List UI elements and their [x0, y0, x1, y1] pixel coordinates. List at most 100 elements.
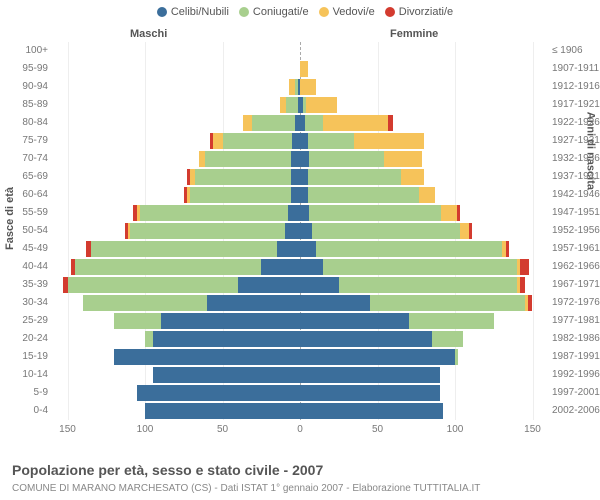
bar-segment-male — [161, 313, 301, 329]
age-label: 20-24 — [0, 330, 48, 348]
age-row: 70-741932-1936 — [52, 150, 548, 168]
bar-segment-female — [300, 79, 316, 95]
birth-label: 1932-1936 — [552, 150, 600, 168]
x-axis: 15010050050100150 — [52, 424, 548, 438]
age-label: 5-9 — [0, 384, 48, 402]
age-row: 35-391967-1971 — [52, 276, 548, 294]
bar-segment-female — [506, 241, 509, 257]
bar-segment-male — [195, 169, 291, 185]
birth-label: 1977-1981 — [552, 312, 600, 330]
bar-segment-female — [460, 223, 469, 239]
bar-segment-male — [137, 385, 300, 401]
legend-label: Divorziati/e — [399, 6, 453, 18]
bar-segment-female — [300, 367, 440, 383]
bar-segment-female — [312, 223, 459, 239]
age-row: 100+≤ 1906 — [52, 42, 548, 60]
bar-segment-female — [300, 241, 316, 257]
bar-segment-female — [354, 133, 424, 149]
bar-segment-male — [125, 223, 128, 239]
legend: Celibi/NubiliConiugati/eVedovi/eDivorzia… — [0, 6, 600, 18]
age-label: 65-69 — [0, 168, 48, 186]
bar-segment-male — [238, 277, 300, 293]
age-row: 80-841922-1926 — [52, 114, 548, 132]
bar-segment-male — [277, 241, 300, 257]
bar-segment-female — [308, 133, 355, 149]
age-label: 40-44 — [0, 258, 48, 276]
age-label: 85-89 — [0, 96, 48, 114]
birth-label: 1922-1926 — [552, 114, 600, 132]
birth-label: ≤ 1906 — [552, 42, 600, 60]
bar-segment-female — [300, 313, 409, 329]
age-label: 10-14 — [0, 366, 48, 384]
population-pyramid: 100+≤ 190695-991907-191190-941912-191685… — [52, 42, 548, 440]
age-row: 30-341972-1976 — [52, 294, 548, 312]
legend-label: Coniugati/e — [253, 6, 309, 18]
bar-segment-male — [207, 295, 300, 311]
bar-segment-female — [305, 115, 324, 131]
age-label: 0-4 — [0, 402, 48, 420]
age-row: 45-491957-1961 — [52, 240, 548, 258]
bar-segment-male — [114, 349, 300, 365]
bar-segment-female — [300, 295, 370, 311]
bar-segment-female — [520, 259, 529, 275]
bar-segment-female — [370, 295, 525, 311]
age-row: 15-191987-1991 — [52, 348, 548, 366]
bar-segment-male — [128, 223, 130, 239]
birth-label: 1992-1996 — [552, 366, 600, 384]
bar-segment-male — [190, 187, 291, 203]
bar-segment-male — [187, 169, 190, 185]
age-row: 75-791927-1931 — [52, 132, 548, 150]
bar-segment-male — [63, 277, 68, 293]
age-label: 75-79 — [0, 132, 48, 150]
bar-segment-male — [68, 277, 239, 293]
bar-segment-male — [291, 187, 300, 203]
birth-label: 1952-1956 — [552, 222, 600, 240]
age-label: 60-64 — [0, 186, 48, 204]
birth-label: 1947-1951 — [552, 204, 600, 222]
bar-segment-female — [384, 151, 423, 167]
birth-label: 1997-2001 — [552, 384, 600, 402]
header-female: Femmine — [390, 28, 438, 40]
bar-segment-female — [300, 133, 308, 149]
age-label: 45-49 — [0, 240, 48, 258]
birth-label: 1907-1911 — [552, 60, 600, 78]
age-label: 30-34 — [0, 294, 48, 312]
bar-segment-female — [300, 187, 308, 203]
age-label: 100+ — [0, 42, 48, 60]
bar-segment-female — [323, 259, 517, 275]
bar-segment-female — [455, 349, 458, 365]
bar-segment-female — [528, 295, 533, 311]
bar-segment-female — [300, 61, 308, 77]
age-label: 55-59 — [0, 204, 48, 222]
plot-area: 100+≤ 190695-991907-191190-941912-191685… — [52, 42, 548, 420]
age-label: 15-19 — [0, 348, 48, 366]
bar-segment-male — [75, 259, 261, 275]
bar-segment-female — [300, 349, 455, 365]
bar-segment-female — [306, 97, 337, 113]
birth-label: 1962-1966 — [552, 258, 600, 276]
age-row: 50-541952-1956 — [52, 222, 548, 240]
birth-label: 1987-1991 — [552, 348, 600, 366]
bar-segment-male — [145, 331, 153, 347]
bar-segment-male — [91, 241, 277, 257]
bar-segment-female — [308, 169, 401, 185]
x-tick: 0 — [297, 424, 303, 435]
bar-segment-female — [300, 151, 309, 167]
bar-segment-male — [261, 259, 300, 275]
bar-segment-female — [300, 331, 432, 347]
bar-segment-female — [441, 205, 457, 221]
bar-segment-female — [308, 187, 420, 203]
x-tick: 150 — [524, 424, 541, 435]
age-row: 60-641942-1946 — [52, 186, 548, 204]
bar-segment-female — [339, 277, 517, 293]
x-tick: 50 — [217, 424, 228, 435]
bar-segment-male — [289, 79, 295, 95]
bar-segment-female — [401, 169, 424, 185]
birth-label: 1942-1946 — [552, 186, 600, 204]
bar-segment-male — [285, 223, 301, 239]
bar-segment-male — [190, 169, 195, 185]
age-row: 25-291977-1981 — [52, 312, 548, 330]
bar-segment-female — [457, 205, 460, 221]
bar-segment-male — [130, 223, 285, 239]
bar-segment-male — [210, 133, 213, 149]
